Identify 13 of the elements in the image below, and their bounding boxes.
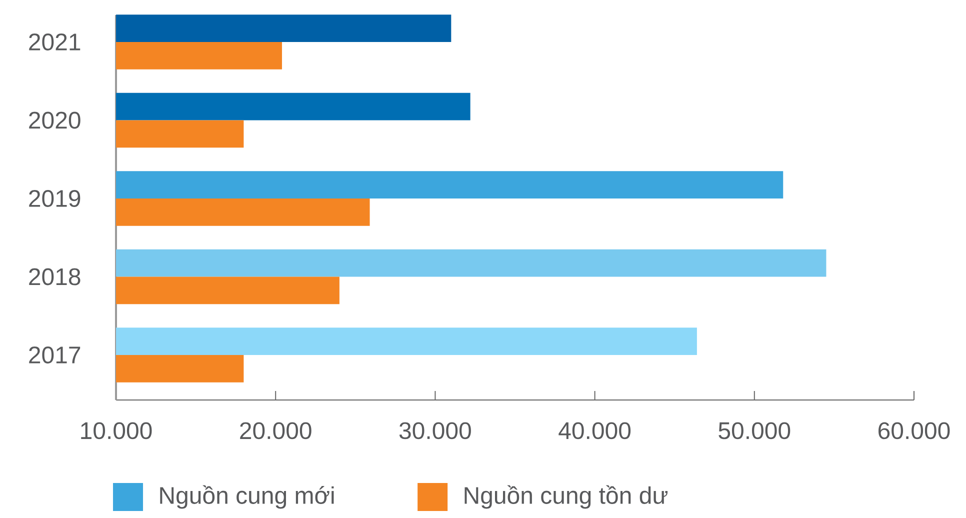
x-tick-label: 50.000: [718, 422, 790, 440]
y-tick-label: 2018: [29, 268, 80, 286]
x-tick-label: 20.000: [240, 422, 312, 440]
y-tick-label: 2020: [29, 112, 80, 129]
y-tick-label: 2021: [29, 34, 80, 50]
legend-label: Nguồn cung tồn dư: [464, 485, 668, 509]
x-tick-label: 60.000: [878, 422, 950, 440]
x-tick-label: 40.000: [558, 422, 631, 440]
legend-label: Nguồn cung mới: [160, 485, 334, 509]
y-tick-label: 2017: [29, 346, 80, 364]
y-tick-label: 2019: [29, 190, 80, 207]
x-tick-label: 30.000: [399, 422, 471, 440]
x-tick-label: 10.000: [81, 422, 152, 440]
